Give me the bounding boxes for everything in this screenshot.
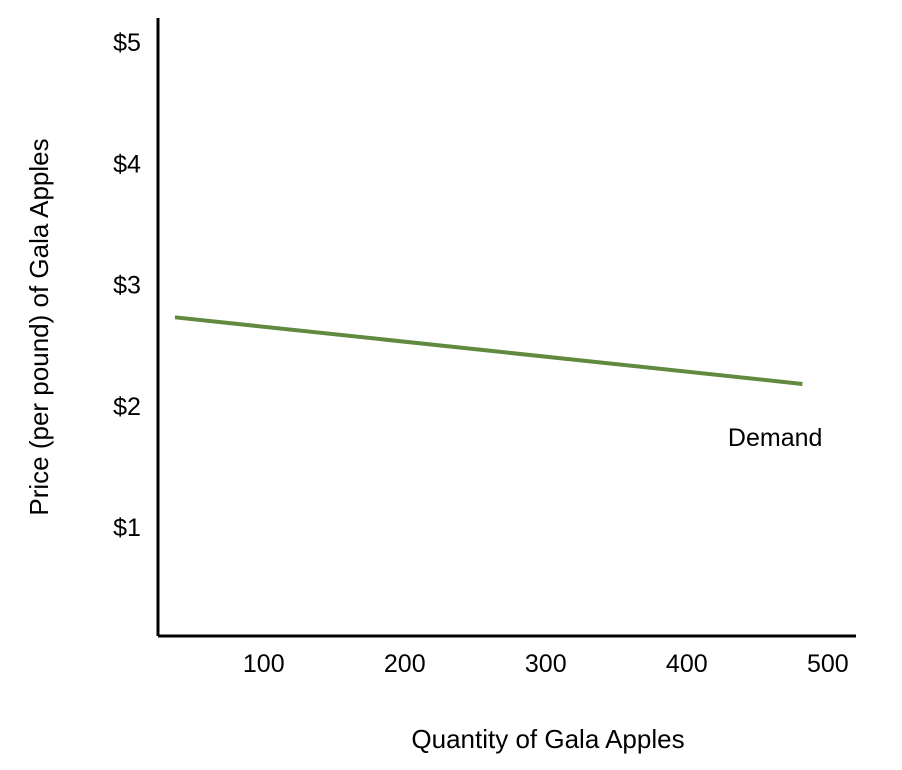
x-tick-label: 500 <box>807 650 849 678</box>
demand-line <box>174 315 803 386</box>
x-tick-label: 300 <box>525 650 567 678</box>
y-tick-label: $5 <box>113 29 141 57</box>
demand-label: Demand <box>728 424 823 452</box>
x-tick-label: 200 <box>384 650 426 678</box>
y-tick-labels: $1 $2 $3 $4 $5 <box>113 29 141 542</box>
y-tick-label: $4 <box>113 150 141 178</box>
x-tick-label: 100 <box>243 650 285 678</box>
x-tick-labels: 100 200 300 400 500 <box>243 650 849 678</box>
y-axis-title: Price (per pound) of Gala Apples <box>24 138 54 515</box>
x-tick-label: 400 <box>666 650 708 678</box>
axes <box>156 18 856 638</box>
y-tick-label: $1 <box>113 514 141 542</box>
y-tick-label: $3 <box>113 272 141 300</box>
x-axis-title: Quantity of Gala Apples <box>411 724 684 754</box>
series-group: Demand <box>174 315 823 452</box>
y-tick-label: $2 <box>113 393 141 421</box>
